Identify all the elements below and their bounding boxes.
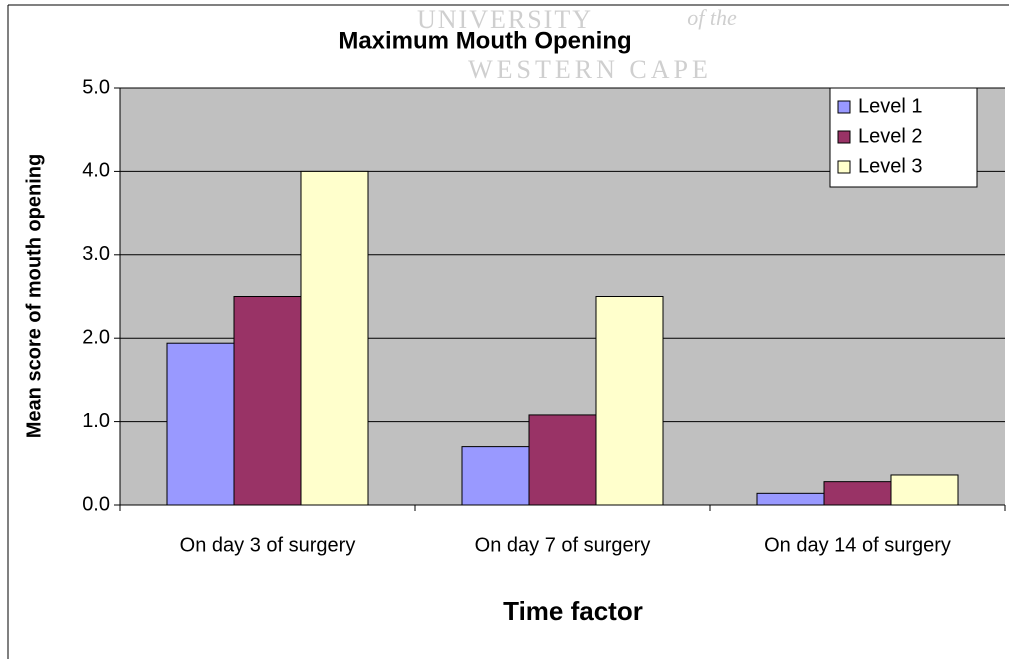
y-tick-label: 2.0 bbox=[82, 326, 110, 348]
chart-title: Maximum Mouth Opening bbox=[338, 27, 631, 54]
bar bbox=[890, 474, 959, 506]
x-tick-label: On day 3 of surgery bbox=[180, 534, 356, 556]
y-tick-label: 3.0 bbox=[82, 243, 110, 265]
y-tick-label: 4.0 bbox=[82, 160, 110, 182]
legend-label: Level 2 bbox=[858, 125, 923, 147]
legend-label: Level 1 bbox=[858, 95, 923, 117]
bar bbox=[528, 414, 597, 506]
legend-swatch bbox=[837, 100, 851, 114]
bar bbox=[823, 481, 892, 506]
watermark: WESTERN CAPE bbox=[468, 55, 712, 84]
y-axis-title: Mean score of mouth opening bbox=[23, 154, 45, 438]
bar bbox=[166, 342, 235, 506]
legend-swatch bbox=[837, 160, 851, 174]
legend-swatch bbox=[837, 130, 851, 144]
bar bbox=[300, 170, 369, 506]
bar bbox=[756, 492, 825, 506]
y-tick-label: 5.0 bbox=[82, 76, 110, 98]
watermark: of the bbox=[687, 5, 737, 30]
x-tick-label: On day 14 of surgery bbox=[764, 534, 951, 556]
legend-box bbox=[829, 87, 978, 188]
x-tick-label: On day 7 of surgery bbox=[475, 534, 651, 556]
watermark: UNIVERSITY bbox=[417, 5, 593, 34]
x-axis-title: Time factor bbox=[503, 596, 643, 626]
legend-label: Level 3 bbox=[858, 155, 923, 177]
y-tick-label: 0.0 bbox=[82, 493, 110, 515]
bar bbox=[595, 296, 664, 506]
y-tick-label: 1.0 bbox=[82, 410, 110, 432]
bar bbox=[233, 296, 302, 506]
bar bbox=[461, 446, 530, 506]
